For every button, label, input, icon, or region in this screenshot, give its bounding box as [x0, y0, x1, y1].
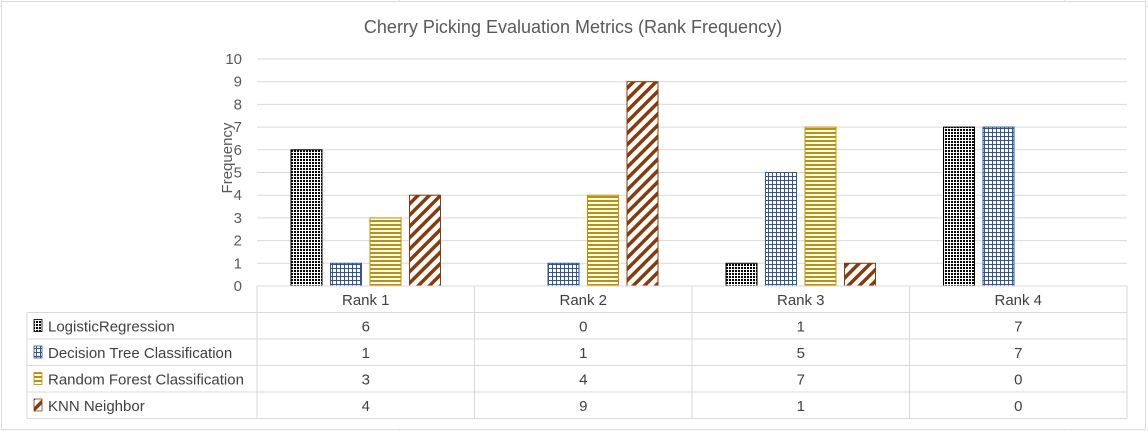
legend-key	[33, 372, 43, 385]
y-tick-label: 9	[234, 74, 242, 91]
x-tick-label: Rank 2	[559, 292, 607, 309]
table-cell-value: 6	[362, 319, 370, 336]
y-tick-label: 8	[234, 96, 242, 113]
y-tick-label: 1	[234, 255, 242, 272]
table-cell-value: 1	[797, 319, 805, 336]
bar[interactable]	[330, 262, 362, 287]
legend-key	[33, 319, 43, 332]
x-tick-label: Rank 4	[994, 292, 1042, 309]
y-tick-label: 3	[234, 210, 242, 227]
y-axis-label: Frequency	[219, 122, 236, 193]
table-cell-value: 1	[362, 345, 370, 362]
legend-key	[33, 398, 43, 412]
table-cell-value: 0	[579, 319, 587, 336]
bar[interactable]	[587, 194, 619, 287]
y-tick-label: 5	[234, 165, 242, 182]
chart-title: Cherry Picking Evaluation Metrics (Rank …	[364, 17, 782, 37]
table-cell-value: 3	[362, 372, 370, 389]
table-cell-value: 4	[362, 398, 370, 415]
bar[interactable]	[626, 81, 659, 287]
y-tick-label: 10	[225, 51, 242, 68]
y-tick-label: 2	[234, 233, 242, 250]
legend-entry: LogisticRegression	[48, 319, 175, 336]
bars	[290, 81, 1015, 287]
y-tick-label: 6	[234, 142, 242, 159]
bar[interactable]	[369, 217, 402, 287]
y-tick-label: 4	[234, 187, 242, 204]
table-cell-value: 4	[579, 372, 587, 389]
bar[interactable]	[804, 126, 837, 287]
bar[interactable]	[290, 149, 323, 287]
table-cell-value: 0	[1014, 372, 1022, 389]
table-cell-value: 0	[1014, 398, 1022, 415]
y-tick-labels: 0 1 2 3 4 5 6 7 8 9 10	[225, 51, 242, 295]
legend-key	[33, 345, 43, 359]
x-tick-label: Rank 3	[777, 292, 825, 309]
y-tick-label: 7	[234, 119, 242, 136]
table-cell-value: 7	[797, 372, 805, 389]
gridlines	[257, 58, 1127, 287]
bar[interactable]	[547, 262, 580, 287]
bar[interactable]	[725, 262, 758, 287]
table-cell-value: 9	[579, 398, 587, 415]
data-table: Rank 1 Rank 2 Rank 3 Rank 4 LogisticRegressi…	[26, 285, 1128, 419]
bar[interactable]	[765, 172, 797, 287]
bar[interactable]	[982, 126, 1015, 287]
x-tick-label: Rank 1	[342, 292, 390, 309]
bar[interactable]	[409, 194, 441, 287]
table-cell-value: 1	[797, 398, 805, 415]
legend-entry: Random Forest Classification	[48, 372, 244, 389]
legend-entry: Decision Tree Classification	[48, 345, 232, 362]
table-cell-value: 7	[1014, 319, 1022, 336]
table-cell-value: 5	[797, 345, 805, 362]
y-tick-label: 0	[234, 278, 242, 295]
bar[interactable]	[943, 126, 975, 287]
table-cell-value: 7	[1014, 345, 1022, 362]
bar[interactable]	[844, 262, 876, 287]
table-cell-value: 1	[579, 345, 587, 362]
legend-entry: KNN Neighbor	[48, 398, 145, 415]
